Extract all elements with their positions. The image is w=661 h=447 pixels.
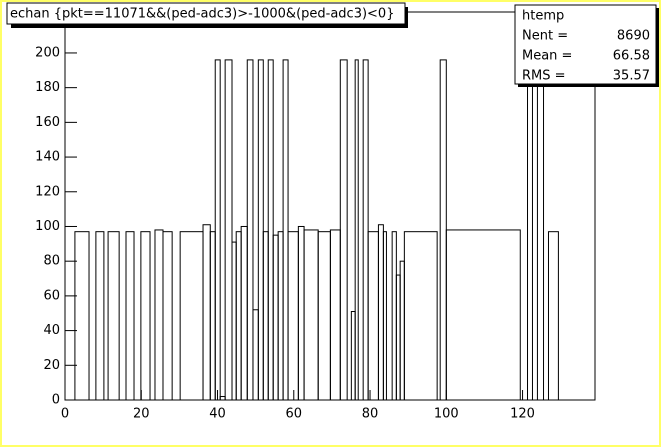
bar [339,59,348,401]
y-tick-label: 180 [35,80,60,95]
bar [354,59,359,401]
y-tick-label: 20 [43,358,60,373]
bar [282,59,289,401]
y-tick-label: 120 [35,184,60,199]
bar [403,231,438,401]
bar [382,231,387,401]
y-tick-label: 40 [43,323,60,338]
bar [125,231,135,401]
stats-value: 8690 [617,29,650,44]
x-tick-label: 100 [434,407,459,422]
histogram [74,59,559,401]
y-tick-label: 100 [35,219,60,234]
bar [74,231,90,401]
x-tick-label: 20 [133,407,150,422]
x-tick-label: 0 [61,407,69,422]
stats-value: 66.58 [613,49,650,64]
bar [162,231,173,401]
bar [267,59,274,401]
bar [95,231,105,401]
stats-value: 35.57 [613,69,650,84]
bar [362,59,369,401]
bar [140,231,151,401]
stats-box [514,4,657,85]
bar [257,59,264,401]
y-tick-label: 200 [35,45,60,60]
y-tick-label: 160 [35,115,60,130]
bar [445,229,521,401]
bar [547,231,559,401]
title-box [6,2,406,25]
x-tick-label: 120 [510,407,535,422]
y-tick-label: 60 [43,288,60,303]
y-tick-label: 80 [43,254,60,269]
bar [224,59,233,401]
stats-label: Mean = [522,49,572,64]
bar [107,231,120,401]
x-tick-label: 60 [286,407,303,422]
stats-entries: Nent = 8690 Mean = 66.58 RMS = 35.57 [522,29,650,84]
bar [246,59,254,401]
y-tick-label: 0 [52,393,60,408]
chart-title: echan {pkt==11071&&(ped-adc3)>-1000&(ped… [10,7,394,22]
stats-label: Nent = [522,29,568,44]
x-tick-label: 80 [362,407,379,422]
stats-label: RMS = [522,69,566,84]
y-tick-label: 140 [35,150,60,165]
x-tick-label: 40 [209,407,226,422]
stats-name: htemp [522,9,564,24]
